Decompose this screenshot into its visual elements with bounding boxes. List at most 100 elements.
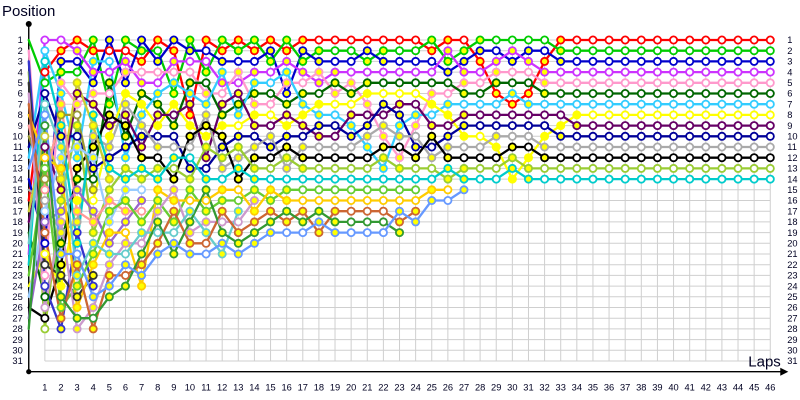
svg-text:21: 21 xyxy=(787,249,797,259)
svg-text:15: 15 xyxy=(12,185,22,195)
svg-text:2: 2 xyxy=(787,46,792,56)
svg-text:23: 23 xyxy=(12,271,22,281)
svg-text:19: 19 xyxy=(787,228,797,238)
svg-text:37: 37 xyxy=(620,383,630,393)
svg-text:12: 12 xyxy=(217,383,227,393)
svg-text:29: 29 xyxy=(12,335,22,345)
svg-text:9: 9 xyxy=(787,121,792,131)
svg-text:13: 13 xyxy=(787,164,797,174)
svg-text:18: 18 xyxy=(314,383,324,393)
svg-text:43: 43 xyxy=(717,383,727,393)
svg-text:35: 35 xyxy=(588,383,598,393)
svg-text:24: 24 xyxy=(787,281,797,291)
svg-text:39: 39 xyxy=(652,383,662,393)
svg-text:9: 9 xyxy=(18,121,23,131)
svg-text:22: 22 xyxy=(787,260,797,270)
svg-text:17: 17 xyxy=(12,206,22,216)
svg-text:22: 22 xyxy=(12,260,22,270)
svg-text:13: 13 xyxy=(233,383,243,393)
svg-text:14: 14 xyxy=(787,174,797,184)
svg-text:44: 44 xyxy=(733,383,743,393)
svg-text:32: 32 xyxy=(539,383,549,393)
svg-text:25: 25 xyxy=(787,292,797,302)
svg-text:26: 26 xyxy=(12,303,22,313)
svg-text:6: 6 xyxy=(787,89,792,99)
svg-text:7: 7 xyxy=(787,99,792,109)
svg-text:34: 34 xyxy=(572,383,582,393)
svg-text:10: 10 xyxy=(787,132,797,142)
svg-text:5: 5 xyxy=(18,78,23,88)
svg-text:30: 30 xyxy=(12,346,22,356)
svg-text:29: 29 xyxy=(787,335,797,345)
svg-text:31: 31 xyxy=(787,356,797,366)
svg-text:42: 42 xyxy=(701,383,711,393)
svg-text:19: 19 xyxy=(12,228,22,238)
svg-text:15: 15 xyxy=(265,383,275,393)
svg-text:21: 21 xyxy=(362,383,372,393)
svg-text:30: 30 xyxy=(507,383,517,393)
svg-text:28: 28 xyxy=(787,324,797,334)
svg-text:19: 19 xyxy=(330,383,340,393)
svg-text:25: 25 xyxy=(427,383,437,393)
svg-text:6: 6 xyxy=(18,89,23,99)
svg-text:16: 16 xyxy=(787,196,797,206)
svg-text:24: 24 xyxy=(12,281,22,291)
svg-text:27: 27 xyxy=(12,313,22,323)
svg-text:2: 2 xyxy=(18,46,23,56)
svg-text:20: 20 xyxy=(787,239,797,249)
svg-text:Laps: Laps xyxy=(748,354,781,371)
svg-text:3: 3 xyxy=(75,383,80,393)
svg-text:11: 11 xyxy=(13,142,23,152)
svg-text:1: 1 xyxy=(787,35,792,45)
svg-text:45: 45 xyxy=(749,383,759,393)
svg-text:3: 3 xyxy=(18,57,23,67)
svg-text:5: 5 xyxy=(787,78,792,88)
svg-text:14: 14 xyxy=(12,174,22,184)
svg-text:26: 26 xyxy=(787,303,797,313)
svg-text:17: 17 xyxy=(298,383,308,393)
svg-text:8: 8 xyxy=(787,110,792,120)
svg-text:17: 17 xyxy=(787,206,797,216)
svg-text:31: 31 xyxy=(12,356,22,366)
svg-text:8: 8 xyxy=(18,110,23,120)
svg-text:12: 12 xyxy=(787,153,797,163)
svg-text:40: 40 xyxy=(668,383,678,393)
svg-text:1: 1 xyxy=(18,35,23,45)
svg-text:1: 1 xyxy=(42,383,47,393)
svg-text:8: 8 xyxy=(155,383,160,393)
svg-text:38: 38 xyxy=(636,383,646,393)
svg-text:7: 7 xyxy=(139,383,144,393)
svg-text:41: 41 xyxy=(684,383,694,393)
svg-text:20: 20 xyxy=(12,239,22,249)
svg-text:16: 16 xyxy=(281,383,291,393)
svg-text:27: 27 xyxy=(459,383,469,393)
svg-text:27: 27 xyxy=(787,313,797,323)
svg-text:28: 28 xyxy=(475,383,485,393)
svg-text:14: 14 xyxy=(249,383,259,393)
svg-text:16: 16 xyxy=(12,196,22,206)
svg-text:10: 10 xyxy=(185,383,195,393)
svg-text:33: 33 xyxy=(556,383,566,393)
svg-text:29: 29 xyxy=(491,383,501,393)
svg-text:5: 5 xyxy=(107,383,112,393)
svg-text:18: 18 xyxy=(787,217,797,227)
svg-text:2: 2 xyxy=(58,383,63,393)
svg-text:10: 10 xyxy=(12,132,22,142)
svg-text:11: 11 xyxy=(787,142,797,152)
svg-text:18: 18 xyxy=(12,217,22,227)
svg-text:4: 4 xyxy=(18,67,23,77)
svg-text:Position: Position xyxy=(2,3,55,20)
svg-text:30: 30 xyxy=(787,346,797,356)
svg-text:25: 25 xyxy=(12,292,22,302)
svg-text:7: 7 xyxy=(18,99,23,109)
svg-text:31: 31 xyxy=(523,383,533,393)
svg-text:12: 12 xyxy=(12,153,22,163)
svg-text:24: 24 xyxy=(410,383,420,393)
svg-text:11: 11 xyxy=(201,383,211,393)
svg-text:13: 13 xyxy=(12,164,22,174)
svg-text:3: 3 xyxy=(787,57,792,67)
svg-text:36: 36 xyxy=(604,383,614,393)
svg-text:23: 23 xyxy=(394,383,404,393)
svg-text:4: 4 xyxy=(91,383,96,393)
svg-text:20: 20 xyxy=(346,383,356,393)
